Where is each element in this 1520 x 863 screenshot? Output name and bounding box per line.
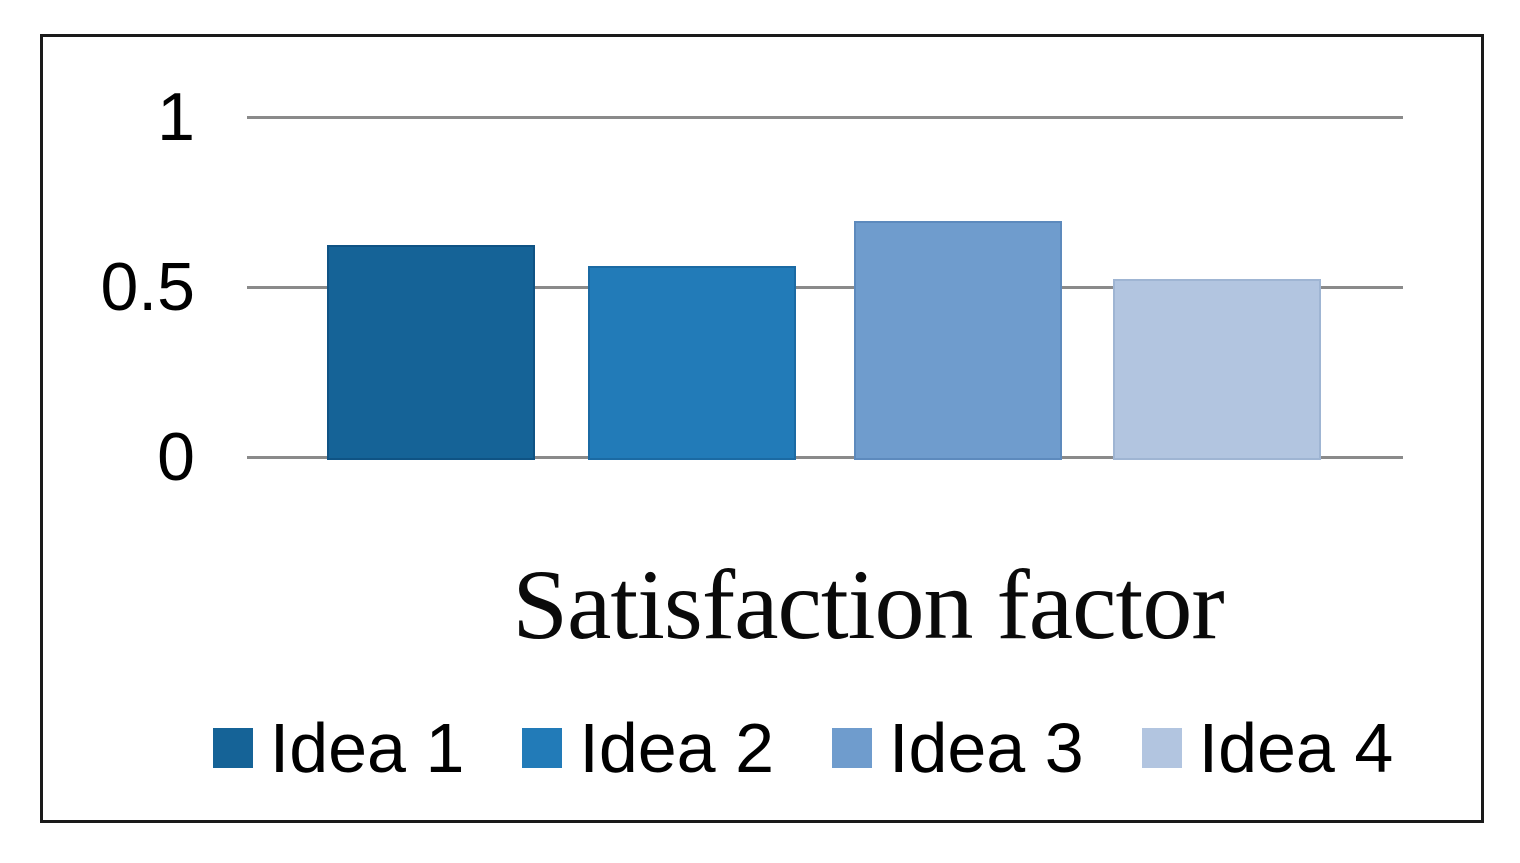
chart-title: Satisfaction factor: [512, 549, 1224, 660]
bar-idea-4: [1113, 279, 1321, 460]
legend-label: Idea 3: [889, 709, 1084, 787]
legend-item-idea-1: Idea 1: [212, 709, 465, 787]
y-tick-label: 0: [157, 419, 195, 495]
legend-swatch-icon: [832, 728, 872, 768]
legend: Idea 1 Idea 2 Idea 3 Idea 4: [86, 713, 1520, 783]
legend-item-idea-3: Idea 3: [832, 713, 1084, 783]
legend-label: Idea 4: [1198, 709, 1394, 787]
legend-item-idea-4: Idea 4: [1141, 709, 1394, 787]
legend-label: Idea 1: [269, 709, 465, 787]
bar-idea-3: [854, 221, 1062, 460]
bar-idea-2: [588, 266, 796, 460]
y-tick-label: 1: [157, 79, 195, 155]
y-tick-label: 0.5: [100, 249, 195, 325]
gridline-1: [247, 116, 1403, 119]
legend-swatch-icon: [522, 728, 563, 768]
gridline-0: [247, 456, 1403, 459]
legend-swatch-icon: [212, 728, 253, 768]
legend-swatch-icon: [1141, 728, 1182, 768]
gridline-0.5: [247, 286, 1403, 289]
chart-frame: 1 0.5 0 Satisfaction factor Idea 1 Idea 2 Id…: [40, 34, 1484, 823]
legend-item-idea-2: Idea 2: [522, 713, 774, 783]
bar-idea-1: [327, 245, 535, 460]
legend-label: Idea 2: [579, 709, 774, 787]
